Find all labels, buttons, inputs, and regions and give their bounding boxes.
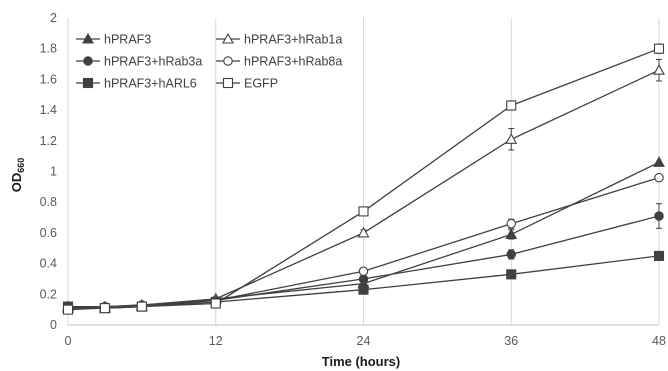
legend-marker [83, 56, 93, 66]
data-point [506, 218, 516, 229]
y-axis-title-main: OD [9, 173, 24, 193]
legend-entry: EGFP [216, 77, 278, 91]
data-point [358, 284, 369, 295]
data-point [653, 156, 665, 167]
y-axis-ticks: 0 0.2 0.4 0.6 0.8 1 1.2 1.4 1.6 1.8 2 [40, 11, 57, 332]
legend-marker [82, 32, 94, 44]
data-point [506, 249, 516, 260]
legend-entry: hPRAF3+hRab8a [216, 55, 342, 69]
data-point [210, 298, 221, 309]
data-point [357, 226, 370, 238]
data-point [358, 266, 369, 277]
legend-label: EGFP [244, 77, 278, 91]
legend: hPRAF3 hPRAF3+hRab1a hPRAF3+hRab3a hPRAF3+h… [76, 33, 342, 91]
data-point [506, 269, 517, 280]
y-tick-label: 0.2 [40, 287, 57, 301]
legend-marker [223, 56, 233, 66]
legend-entry: hPRAF3 [76, 33, 151, 47]
data-point [505, 228, 518, 239]
data-point [358, 206, 369, 217]
data-point [62, 304, 74, 315]
x-tick-label: 24 [357, 334, 371, 348]
data-point [505, 133, 518, 144]
y-axis-title-subscript: 660 [16, 158, 26, 173]
legend-label: hPRAF3+hRab3a [104, 55, 202, 69]
y-tick-label: 0.8 [40, 195, 57, 209]
data-point [506, 100, 517, 111]
legend-label: hPRAF3+hRab1a [244, 33, 342, 47]
y-tick-label: 1.4 [40, 103, 57, 117]
x-tick-label: 36 [504, 334, 518, 348]
legend-marker [82, 77, 94, 89]
legend-label: hPRAF3 [104, 33, 151, 47]
series-layer [62, 43, 665, 315]
legend-entry: hPRAF3+hRab3a [76, 55, 202, 69]
x-tick-label: 48 [652, 334, 666, 348]
y-tick-label: 1.2 [40, 134, 57, 148]
y-tick-label: 2 [50, 11, 57, 25]
y-tick-label: 1.8 [40, 42, 57, 56]
data-point [654, 211, 664, 221]
legend-label: hPRAF3+hRab8a [244, 55, 342, 69]
legend-entry: hPRAF3+hARL6 [76, 77, 197, 91]
y-axis-title: OD660 [9, 158, 26, 193]
y-tick-label: 0.4 [40, 257, 57, 271]
x-tick-label: 12 [209, 334, 223, 348]
data-point [653, 250, 665, 261]
legend-marker [222, 32, 234, 44]
y-tick-label: 0 [50, 318, 57, 332]
x-axis-title: Time (hours) [322, 354, 401, 369]
data-point [654, 172, 664, 183]
data-point [653, 64, 665, 75]
data-point [653, 43, 665, 54]
y-tick-label: 1.6 [40, 72, 57, 86]
y-tick-label: 0.6 [40, 226, 57, 240]
series-5 [62, 43, 665, 315]
x-axis-ticks: 0 12 24 36 48 [65, 334, 666, 348]
data-point [99, 303, 110, 314]
legend-label: hPRAF3+hARL6 [104, 77, 197, 91]
y-tick-label: 1 [50, 165, 57, 179]
data-point [136, 301, 147, 312]
x-tick-label: 0 [65, 334, 72, 348]
legend-entry: hPRAF3+hRab1a [216, 33, 342, 47]
legend-marker [222, 77, 234, 89]
